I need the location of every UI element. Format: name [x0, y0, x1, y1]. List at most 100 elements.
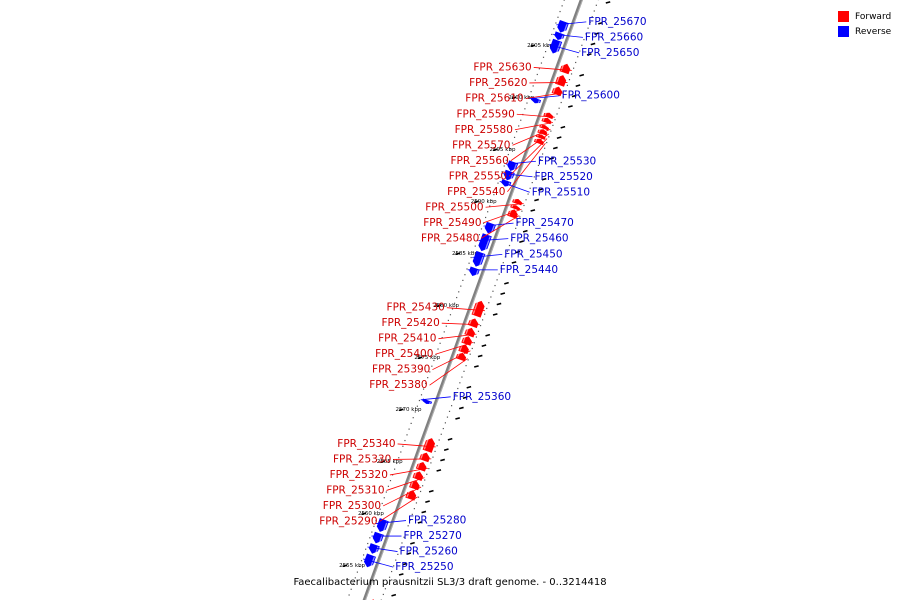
ruler-dot: [487, 211, 489, 213]
ruler-dot: [492, 290, 494, 292]
ruler-dot: [513, 233, 515, 235]
ruler-dot: [593, 10, 595, 12]
gene-label-reverse: FPR_25470: [516, 217, 574, 229]
ruler-dot: [439, 342, 441, 344]
ruler-dot: [555, 22, 557, 24]
ruler-dot: [429, 371, 431, 373]
gene-label-forward: FPR_25620: [469, 77, 527, 89]
ruler-dot: [424, 479, 426, 481]
ruler-dot: [563, 0, 565, 1]
ruler-dot: [428, 468, 430, 470]
ruler-dot: [453, 302, 456, 304]
ruler-dot: [515, 227, 517, 229]
ruler-dot: [413, 508, 415, 510]
ruler-tick: [402, 562, 408, 566]
ruler-tick: [568, 105, 573, 108]
label-leader: [363, 558, 394, 568]
ruler-dot: [537, 164, 540, 167]
ruler-dot: [440, 433, 442, 435]
ruler-dot: [405, 530, 407, 533]
ruler-dot: [557, 16, 559, 18]
ruler-dot: [577, 56, 579, 58]
ruler-dot: [354, 577, 356, 579]
label-leader: [481, 215, 520, 239]
gene-label-forward: FPR_25580: [455, 124, 513, 136]
ruler-dot: [411, 513, 413, 515]
ruler-dot: [477, 330, 480, 332]
gene-highlight: [382, 521, 388, 533]
ruler-dot: [420, 394, 423, 396]
gene-label-reverse: FPR_25280: [408, 515, 466, 527]
ruler-dot: [444, 422, 446, 424]
ruler-dot: [449, 314, 452, 316]
ruler-dot: [451, 308, 454, 310]
gene-label-forward: FPR_25550: [449, 170, 507, 182]
backbone-line: [362, 0, 583, 600]
ruler-dot: [463, 370, 465, 372]
ruler-tick: [586, 53, 592, 56]
ruler-tick: [541, 177, 547, 181]
ruler-label: 2580 kbp: [433, 303, 459, 309]
ruler-dot: [468, 262, 470, 264]
ruler-dot: [476, 239, 478, 241]
ruler-tick: [530, 44, 536, 48]
ruler-dot: [394, 468, 396, 470]
ruler-dot: [589, 21, 591, 24]
gene-label-forward: FPR_25400: [375, 348, 433, 360]
ruler-dot: [352, 582, 354, 585]
ruler-dot: [404, 439, 406, 442]
ruler-dot: [482, 222, 485, 224]
ruler-dot: [465, 365, 467, 367]
ruler-dot: [379, 508, 381, 510]
ruler-dot: [499, 176, 501, 179]
label-leader: [512, 128, 551, 146]
gene-highlight: [542, 117, 545, 121]
label-leader: [508, 138, 548, 177]
ruler-dot: [538, 68, 540, 70]
gene-arrow-forward: [510, 205, 521, 211]
gene-label-forward: FPR_25590: [456, 108, 514, 120]
gene-arrow-forward: [471, 300, 485, 318]
ruler-tick: [443, 448, 449, 452]
ruler-tick: [474, 365, 479, 368]
gene-label-forward: FPR_25570: [452, 139, 510, 151]
ruler-dot: [564, 90, 566, 92]
ruler-dot: [419, 490, 422, 493]
label-leader: [507, 143, 546, 193]
gene-label-forward: FPR_25610: [465, 92, 523, 104]
ruler-dot: [393, 565, 395, 567]
ruler-dot: [410, 422, 412, 424]
ruler-dot: [475, 336, 478, 338]
ruler-tick: [410, 541, 415, 545]
ruler-tick: [421, 510, 427, 514]
ruler-dot: [431, 365, 433, 367]
ruler-tick: [552, 146, 558, 150]
ruler-dot: [462, 279, 464, 281]
ruler-dot: [426, 473, 428, 475]
ruler-tick: [598, 21, 603, 25]
ruler-dot: [356, 571, 358, 573]
label-leader: [432, 350, 471, 371]
ruler-dot: [544, 51, 547, 53]
ruler-dot: [511, 142, 514, 144]
legend-forward-swatch: [838, 11, 849, 22]
gene-highlight: [555, 42, 562, 54]
ruler-dot: [478, 234, 481, 236]
label-leader: [429, 358, 468, 386]
gene-highlight: [484, 236, 491, 252]
ruler-dot: [513, 136, 516, 138]
ruler-dot: [573, 67, 575, 69]
ruler-tick: [511, 96, 517, 100]
label-leader: [382, 486, 422, 507]
ruler-tick: [342, 564, 348, 568]
ruler-dot: [535, 170, 537, 172]
ruler-dot: [549, 39, 551, 41]
gene-label-forward: FPR_25480: [421, 232, 479, 244]
gene-highlight: [560, 34, 564, 41]
ruler-tick: [417, 356, 423, 360]
ruler-layer: 2555 kbp 2560 kbp 2565 kbp 2570 kbp 2575 kbp…: [339, 0, 611, 600]
label-leader: [502, 173, 533, 178]
ruler-dot: [470, 256, 472, 259]
ruler-tick: [379, 460, 385, 464]
ruler-dot: [554, 119, 556, 121]
